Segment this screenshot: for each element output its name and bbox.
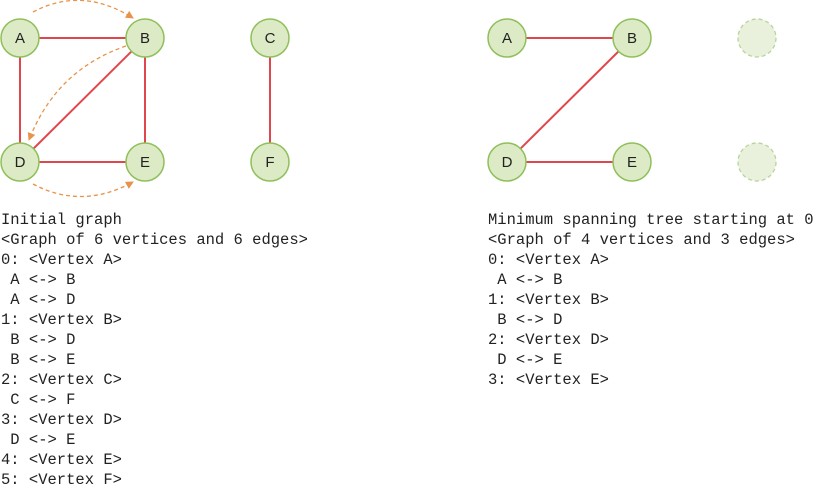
initial-vertex-label: E [140,154,150,171]
left-text-line: <Graph of 6 vertices and 6 edges> [1,231,308,249]
right-text-line: <Graph of 4 vertices and 3 edges> [488,231,795,249]
initial-vertex-d: D [0,142,40,182]
right-text-line: 2: <Vertex D> [488,331,609,349]
mst-vertex-a: A [487,18,527,58]
right-text-line: 0: <Vertex A> [488,251,609,269]
mst-edge-b-d [506,37,633,163]
initial-vertex-label: C [265,30,276,47]
left-text-line: D <-> E [1,431,76,449]
right-text-line: 1: <Vertex B> [488,291,609,309]
initial-vertex-a: A [0,18,40,58]
initial-vertex-c: C [250,18,290,58]
right-text-line: D <-> E [488,351,563,369]
initial-vertex-b: B [125,18,165,58]
minimum-spanning-tree-graph: A B D E [487,18,777,182]
left-text-line: 0: <Vertex A> [1,251,122,269]
left-text-line: 2: <Vertex C> [1,371,122,389]
right-text-line: B <-> D [488,311,563,329]
traversal-arrow-a-b [32,0,134,19]
initial-graph-listing: Initial graph <Graph of 6 vertices and 6 … [1,210,308,490]
left-text-line: A <-> B [1,271,76,289]
left-text-line: 1: <Vertex B> [1,311,122,329]
initial-vertex-label: F [265,154,274,171]
mst-vertex-label: A [502,30,512,47]
initial-graph: A B C D E F [0,0,290,198]
left-text-line: 3: <Vertex D> [1,411,122,429]
mst-listing: Minimum spanning tree starting at 0 <Grap… [488,210,814,390]
traversal-arrow-b-d [27,45,127,141]
initial-vertex-label: D [15,154,26,171]
traversal-arrow-d-e [32,181,134,198]
initial-vertex-label: B [140,30,150,47]
right-text-line: Minimum spanning tree starting at 0 [488,211,814,229]
initial-vertex-e: E [125,142,165,182]
left-text-line: A <-> D [1,291,76,309]
mst-vertex-b: B [612,18,652,58]
left-text-line: Initial graph [1,211,122,229]
left-text-line: C <-> F [1,391,76,409]
mst-empty-vertex-slot [737,142,777,182]
initial-vertex-f: F [250,142,290,182]
mst-vertex-d: D [487,142,527,182]
left-text-line: B <-> E [1,351,76,369]
graph-diagram: A B C D E F A B D E [0,0,777,198]
left-text-line: 5: <Vertex F> [1,471,122,489]
mst-vertex-label: E [627,154,637,171]
initial-edge-b-d [19,37,146,163]
mst-vertex-label: D [502,154,513,171]
right-text-line: A <-> B [488,271,563,289]
right-text-line: 3: <Vertex E> [488,371,609,389]
mst-vertex-e: E [612,142,652,182]
initial-vertex-label: A [15,30,25,47]
left-text-line: B <-> D [1,331,76,349]
mst-empty-vertex-slot [737,18,777,58]
left-text-line: 4: <Vertex E> [1,451,122,469]
mst-vertex-label: B [627,30,637,47]
